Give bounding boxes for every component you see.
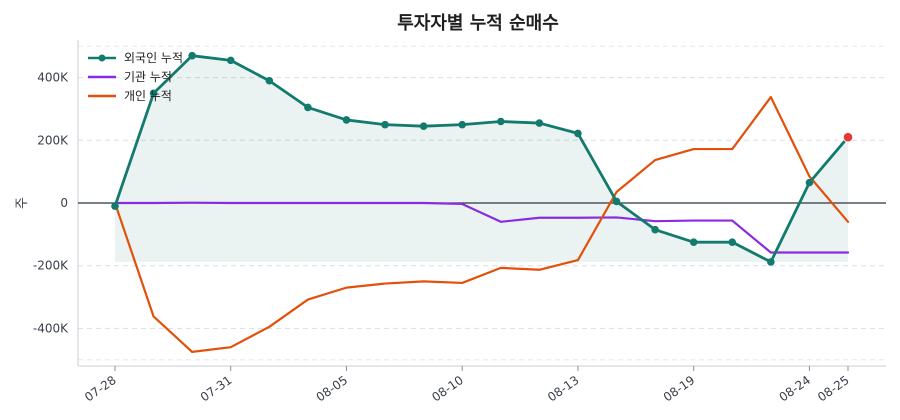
legend-label: 외국인 누적 [124, 51, 183, 65]
data-point [419, 122, 428, 131]
data-point [188, 51, 196, 60]
marker-layer [111, 51, 854, 266]
x-tick-label: 08-10 [429, 373, 466, 404]
x-tick-label: 08-19 [661, 373, 698, 404]
series-line-2 [113, 201, 850, 254]
y-tick-label: -400K [33, 321, 69, 335]
y-tick-label: 200K [37, 133, 69, 147]
last-point-marker [842, 131, 854, 143]
data-point [265, 76, 274, 85]
x-tick-label: 08-24 [777, 373, 814, 404]
data-point [381, 120, 389, 129]
chart-title: 투자자별 누적 순매수 [397, 13, 559, 34]
legend-marker [98, 54, 106, 62]
data-point [574, 129, 582, 138]
data-point [111, 202, 119, 210]
data-point [612, 197, 621, 206]
legend-label: 개인 누적 [124, 89, 172, 103]
x-tick-label: 07-31 [198, 373, 235, 404]
y-tick-label: 0 [60, 196, 68, 210]
data-point [767, 258, 775, 266]
x-tick-label: 08-25 [815, 373, 852, 404]
data-point [226, 56, 235, 65]
series-line-1 [113, 54, 850, 264]
y-axis-label: 주 [15, 197, 30, 209]
y-tick-label: 400K [37, 71, 69, 85]
legend-label: 기관 누적 [124, 70, 172, 84]
x-tick-label: 08-05 [314, 373, 351, 404]
data-point [651, 225, 659, 234]
data-point [805, 178, 814, 187]
data-point [342, 116, 351, 124]
data-point [496, 117, 505, 126]
data-point [149, 89, 158, 98]
series-line-3 [113, 95, 850, 353]
x-tick-label: 08-13 [545, 373, 582, 404]
data-point [728, 238, 737, 246]
y-tick-label: -200K [33, 259, 69, 273]
data-point [689, 238, 698, 246]
data-point [535, 119, 544, 127]
series-layer [113, 54, 850, 353]
series-fill-area [115, 55, 848, 262]
data-point [304, 103, 312, 112]
x-tick-label: 07-28 [82, 373, 119, 404]
data-point [458, 120, 467, 129]
fill-layer [115, 55, 848, 262]
